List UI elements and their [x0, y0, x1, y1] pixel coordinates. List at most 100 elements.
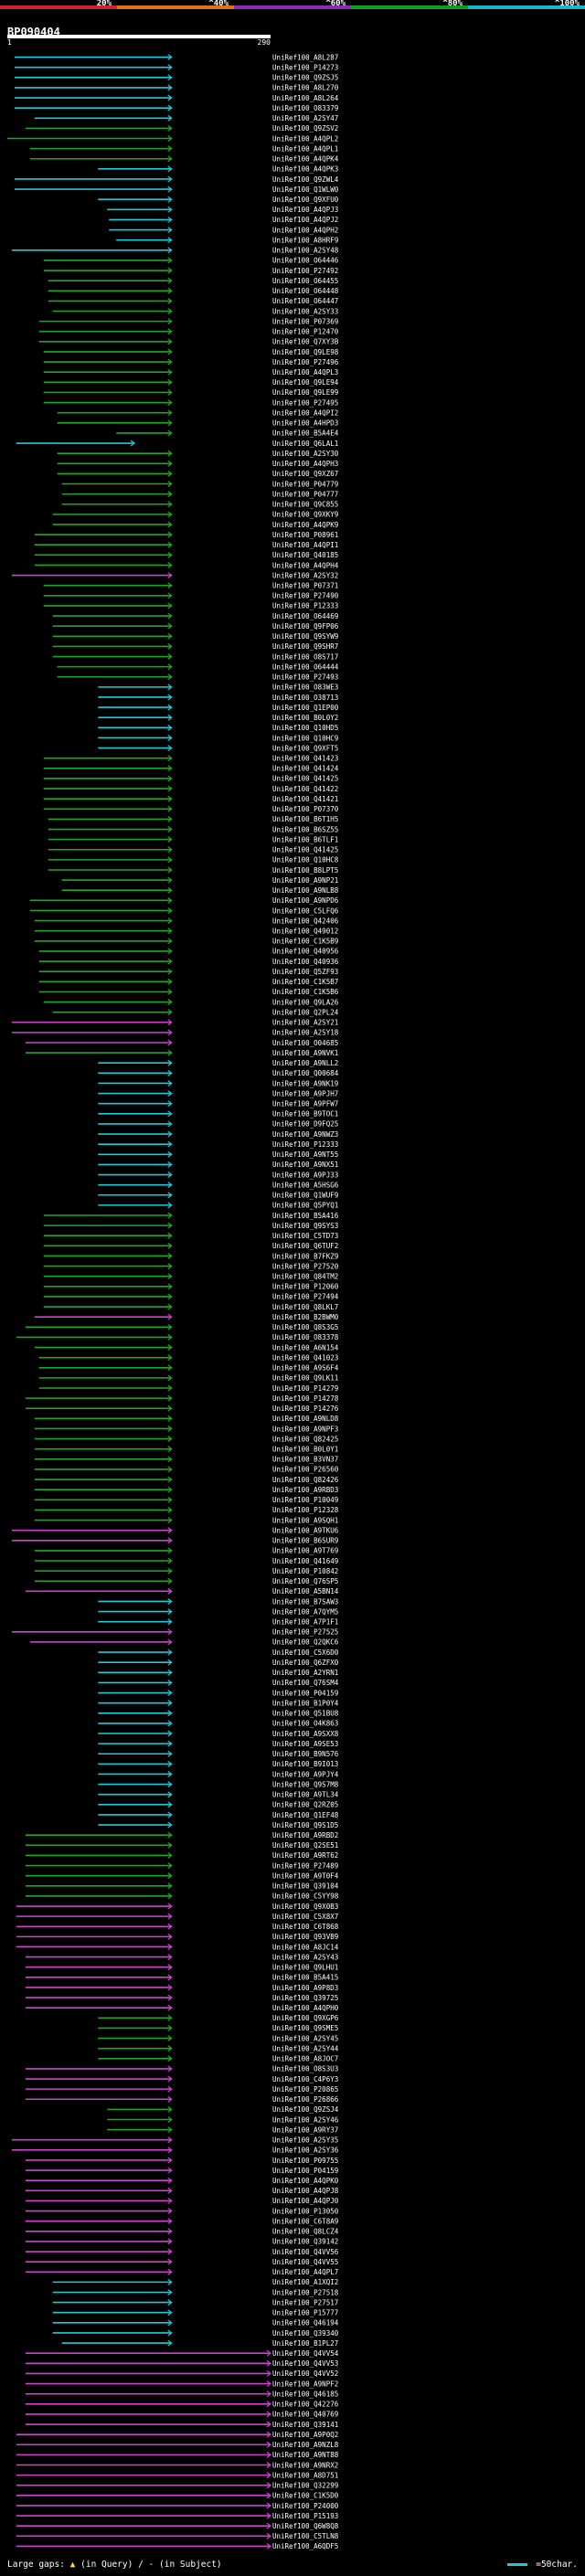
hit-label[interactable]: UniRef100_B6SUR9: [272, 1537, 338, 1545]
hit-row[interactable]: UniRef100_A4QPH3: [57, 460, 339, 468]
hit-row[interactable]: UniRef100_A9NVK1: [25, 1049, 338, 1057]
hit-label[interactable]: UniRef100_A8D751: [272, 2471, 338, 2479]
hit-label[interactable]: UniRef100_A2SY45: [272, 2034, 338, 2042]
hit-row[interactable]: UniRef100_C1K5D0: [16, 2492, 339, 2500]
hit-row[interactable]: UniRef100_A8L270: [14, 84, 339, 92]
hit-row[interactable]: UniRef100_C1K5B9: [34, 938, 338, 946]
hit-row[interactable]: UniRef100_A9RY37: [107, 2125, 338, 2134]
hit-label[interactable]: UniRef100_Q8LCZ4: [272, 2228, 339, 2236]
hit-label[interactable]: UniRef100_A7P1F1: [272, 1618, 338, 1627]
hit-label[interactable]: UniRef100_A8HRF9: [272, 236, 338, 244]
hit-row[interactable]: UniRef100_A9TL34: [98, 1791, 339, 1799]
hit-label[interactable]: UniRef100_P27492: [272, 267, 338, 275]
hit-label[interactable]: UniRef100_A4QPH2: [272, 226, 338, 234]
hit-label[interactable]: UniRef100_Q1EF48: [272, 1811, 339, 1819]
hit-row[interactable]: UniRef100_Q39141: [25, 2421, 338, 2429]
hit-row[interactable]: UniRef100_Q46185: [25, 2390, 338, 2398]
hit-row[interactable]: UniRef100_Q6TUF2: [43, 1242, 339, 1250]
hit-label[interactable]: UniRef100_A9NX51: [272, 1161, 338, 1169]
hit-row[interactable]: UniRef100_P08961: [34, 531, 338, 539]
hit-label[interactable]: UniRef100_Q41425: [272, 775, 338, 783]
hit-row[interactable]: UniRef100_Q6ZFX0: [98, 1659, 339, 1667]
hit-row[interactable]: UniRef100_A4QPL7: [25, 2268, 338, 2276]
hit-row[interactable]: UniRef100_Q9LHU1: [25, 1964, 338, 1972]
hit-row[interactable]: UniRef100_A4QPL3: [43, 368, 339, 376]
hit-row[interactable]: UniRef100_A2SY32: [11, 571, 338, 579]
hit-row[interactable]: UniRef100_O83379: [14, 104, 338, 112]
hit-label[interactable]: UniRef100_Q10HD5: [272, 724, 338, 732]
hit-label[interactable]: UniRef100_P04159: [272, 2167, 338, 2175]
hit-row[interactable]: UniRef100_A2SY44: [98, 2044, 339, 2052]
hit-label[interactable]: UniRef100_Q46185: [272, 2390, 338, 2398]
hit-label[interactable]: UniRef100_Q6TUF2: [272, 1242, 338, 1250]
hit-label[interactable]: UniRef100_Q9SME5: [272, 2024, 338, 2032]
hit-row[interactable]: UniRef100_P27490: [43, 592, 339, 600]
hit-label[interactable]: UniRef100_Q8S3G5: [272, 1323, 338, 1331]
hit-row[interactable]: UniRef100_Q9SME5: [98, 2024, 338, 2032]
hit-row[interactable]: UniRef100_O04685: [25, 1039, 338, 1047]
hit-row[interactable]: UniRef100_P12328: [34, 1506, 339, 1514]
hit-row[interactable]: UniRef100_Q42276: [25, 2401, 339, 2409]
hit-label[interactable]: UniRef100_O83379: [272, 104, 338, 112]
hit-row[interactable]: UniRef100_Q9SYW9: [52, 632, 339, 641]
hit-label[interactable]: UniRef100_P12060: [272, 1283, 339, 1291]
hit-label[interactable]: UniRef100_A1XQI2: [272, 2278, 338, 2286]
hit-row[interactable]: UniRef100_Q10HD5: [98, 724, 338, 732]
hit-label[interactable]: UniRef100_O64444: [272, 663, 339, 671]
hit-label[interactable]: UniRef100_C5LFQ6: [272, 906, 339, 915]
hit-row[interactable]: UniRef100_Q41425: [48, 846, 339, 854]
hit-label[interactable]: UniRef100_P27518: [272, 2288, 339, 2296]
hit-row[interactable]: UniRef100_Q5PYQ1: [98, 1202, 338, 1210]
hit-label[interactable]: UniRef100_Q93VB9: [272, 1933, 338, 1941]
hit-label[interactable]: UniRef100_B7FKZ9: [272, 1252, 338, 1260]
hit-row[interactable]: UniRef100_A9NZL8: [16, 2441, 339, 2449]
hit-row[interactable]: UniRef100_A9RBD3: [34, 1486, 338, 1494]
hit-row[interactable]: UniRef100_Q2QKC6: [29, 1638, 339, 1647]
hit-label[interactable]: UniRef100_B3VN37: [272, 1456, 338, 1464]
hit-label[interactable]: UniRef100_A9NLB8: [272, 886, 339, 895]
hit-row[interactable]: UniRef100_A4QPK0: [25, 2177, 339, 2185]
hit-row[interactable]: UniRef100_A4QPI1: [34, 541, 338, 549]
hit-label[interactable]: UniRef100_O83WE3: [272, 684, 338, 692]
hit-label[interactable]: UniRef100_P12328: [272, 1506, 339, 1514]
hit-row[interactable]: UniRef100_P27520: [43, 1262, 339, 1270]
hit-label[interactable]: UniRef100_A4QPJ8: [272, 2187, 339, 2195]
hit-row[interactable]: UniRef100_A4QPJ2: [109, 216, 338, 224]
hit-label[interactable]: UniRef100_Q39725: [272, 1994, 338, 2002]
hit-row[interactable]: UniRef100_Q6LAL1: [16, 440, 338, 448]
hit-row[interactable]: UniRef100_Q9LE98: [43, 348, 339, 356]
hit-label[interactable]: UniRef100_Q6W8Q8: [272, 2522, 339, 2530]
hit-label[interactable]: UniRef100_Q76SM4: [272, 1679, 339, 1687]
hit-row[interactable]: UniRef100_P07370: [43, 805, 339, 813]
hit-label[interactable]: UniRef100_P27496: [272, 358, 339, 366]
hit-row[interactable]: UniRef100_C1K5B7: [38, 978, 338, 986]
hit-label[interactable]: UniRef100_A9SQH1: [272, 1516, 338, 1524]
hit-row[interactable]: UniRef100_A9T0F4: [25, 1871, 339, 1880]
hit-label[interactable]: UniRef100_Q4VV53: [272, 2359, 338, 2368]
hit-label[interactable]: UniRef100_A2SY18: [272, 1029, 339, 1037]
hit-label[interactable]: UniRef100_P14279: [272, 1384, 338, 1393]
hit-label[interactable]: UniRef100_B5A415: [272, 1974, 338, 1982]
hit-row[interactable]: UniRef100_Q1WUF9: [98, 1192, 338, 1200]
hit-row[interactable]: UniRef100_Q9XFT5: [98, 744, 338, 752]
hit-label[interactable]: UniRef100_Q40936: [272, 958, 339, 966]
hit-label[interactable]: UniRef100_C1K5D0: [272, 2492, 339, 2500]
hit-row[interactable]: UniRef100_B6T1H5: [48, 815, 339, 823]
hit-row[interactable]: UniRef100_A8JOC7: [98, 2055, 338, 2063]
hit-label[interactable]: UniRef100_A4QPJ3: [272, 206, 338, 214]
hit-label[interactable]: UniRef100_A9SE53: [272, 1740, 338, 1748]
hit-row[interactable]: UniRef100_Q41422: [43, 785, 339, 793]
hit-row[interactable]: UniRef100_A2SY21: [11, 1019, 338, 1027]
hit-row[interactable]: UniRef100_Q42406: [34, 917, 339, 925]
hit-row[interactable]: UniRef100_A2SY33: [52, 307, 339, 315]
hit-label[interactable]: UniRef100_Q9LHU1: [272, 1964, 338, 1972]
hit-label[interactable]: UniRef100_P07370: [272, 805, 339, 813]
hit-label[interactable]: UniRef100_B7SAW3: [272, 1597, 338, 1606]
hit-row[interactable]: UniRef100_Q4VV52: [25, 2369, 338, 2378]
hit-label[interactable]: UniRef100_A9NPF2: [272, 2380, 338, 2388]
hit-label[interactable]: UniRef100_B5A416: [272, 1212, 339, 1220]
hit-row[interactable]: UniRef100_A2SY30: [57, 450, 339, 458]
hit-label[interactable]: UniRef100_Q9ZSJ5: [272, 74, 338, 82]
hit-row[interactable]: UniRef100_Q41649: [34, 1557, 338, 1565]
hit-row[interactable]: UniRef100_A4QPH2: [109, 226, 338, 234]
